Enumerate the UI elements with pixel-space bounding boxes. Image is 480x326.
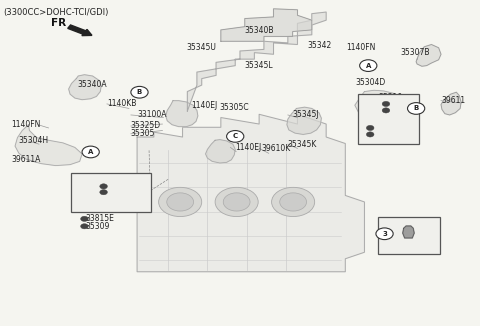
Text: 35340B: 35340B — [245, 26, 274, 35]
Text: 35310: 35310 — [91, 175, 115, 185]
Text: 35312H: 35312H — [91, 198, 120, 207]
Text: 35345K: 35345K — [288, 140, 317, 149]
Text: A: A — [366, 63, 371, 68]
Circle shape — [100, 184, 108, 189]
Circle shape — [131, 86, 148, 98]
Polygon shape — [187, 12, 326, 111]
Text: 31337F: 31337F — [403, 230, 432, 239]
FancyBboxPatch shape — [378, 217, 440, 254]
Text: 3: 3 — [382, 231, 387, 237]
Text: FR: FR — [51, 18, 66, 28]
Polygon shape — [355, 90, 412, 125]
Text: 35309: 35309 — [372, 130, 396, 139]
Text: 35312A: 35312A — [105, 182, 134, 191]
Polygon shape — [221, 9, 312, 41]
Polygon shape — [416, 45, 441, 66]
Circle shape — [382, 108, 390, 113]
Polygon shape — [166, 101, 198, 126]
Text: 35305C: 35305C — [220, 103, 250, 112]
Text: C: C — [233, 133, 238, 140]
Text: 35312F: 35312F — [105, 188, 133, 197]
Text: 35345L: 35345L — [245, 61, 274, 70]
Text: 35312A: 35312A — [387, 99, 417, 109]
Circle shape — [167, 193, 193, 211]
Text: 1140EJ: 1140EJ — [235, 143, 262, 152]
Circle shape — [81, 224, 88, 229]
Circle shape — [382, 101, 390, 107]
Text: B: B — [137, 89, 142, 95]
Circle shape — [82, 146, 99, 158]
Text: 35304D: 35304D — [356, 78, 386, 87]
Text: 35345U: 35345U — [186, 43, 216, 52]
Text: 33815E: 33815E — [86, 214, 115, 223]
Polygon shape — [137, 114, 364, 272]
Circle shape — [81, 216, 88, 221]
Circle shape — [158, 187, 202, 216]
Circle shape — [366, 132, 374, 137]
Text: 33100A: 33100A — [137, 111, 167, 119]
Circle shape — [408, 103, 425, 114]
FancyBboxPatch shape — [358, 94, 420, 144]
Text: 39611: 39611 — [441, 96, 465, 105]
Text: 35312F: 35312F — [387, 106, 416, 115]
Polygon shape — [15, 125, 82, 166]
Circle shape — [100, 190, 108, 195]
Polygon shape — [205, 140, 235, 163]
Circle shape — [272, 187, 315, 216]
Circle shape — [376, 228, 393, 240]
Circle shape — [280, 193, 307, 211]
Polygon shape — [441, 92, 461, 115]
Text: 35345J: 35345J — [293, 111, 319, 119]
Text: 35309: 35309 — [86, 222, 110, 231]
Polygon shape — [69, 75, 101, 100]
FancyArrow shape — [68, 25, 92, 36]
FancyBboxPatch shape — [71, 173, 152, 212]
Text: 33815E: 33815E — [372, 124, 400, 132]
Circle shape — [227, 130, 244, 142]
Text: 35340A: 35340A — [77, 80, 107, 89]
Text: (3300CC>DOHC-TCI/GDI): (3300CC>DOHC-TCI/GDI) — [3, 8, 108, 17]
Polygon shape — [403, 226, 414, 238]
Text: 35312H: 35312H — [379, 115, 408, 124]
Circle shape — [223, 193, 250, 211]
Text: 35325D: 35325D — [130, 122, 160, 130]
Text: 39611A: 39611A — [11, 155, 41, 164]
Text: 1140FN: 1140FN — [11, 120, 41, 129]
Text: 35304H: 35304H — [19, 136, 49, 145]
Polygon shape — [287, 107, 322, 134]
Circle shape — [215, 187, 258, 216]
Text: 39610K: 39610K — [262, 144, 291, 153]
Text: A: A — [88, 149, 94, 155]
Text: B: B — [413, 106, 419, 111]
Text: 1140KB: 1140KB — [107, 99, 136, 109]
Text: 1140EJ: 1140EJ — [191, 101, 217, 110]
Text: 1140FN: 1140FN — [346, 43, 376, 52]
Circle shape — [360, 60, 377, 71]
Text: 35342: 35342 — [307, 41, 331, 50]
Text: 35305: 35305 — [130, 129, 154, 138]
Text: 35307B: 35307B — [400, 48, 430, 57]
Circle shape — [366, 125, 374, 130]
Text: 35310: 35310 — [379, 93, 403, 102]
